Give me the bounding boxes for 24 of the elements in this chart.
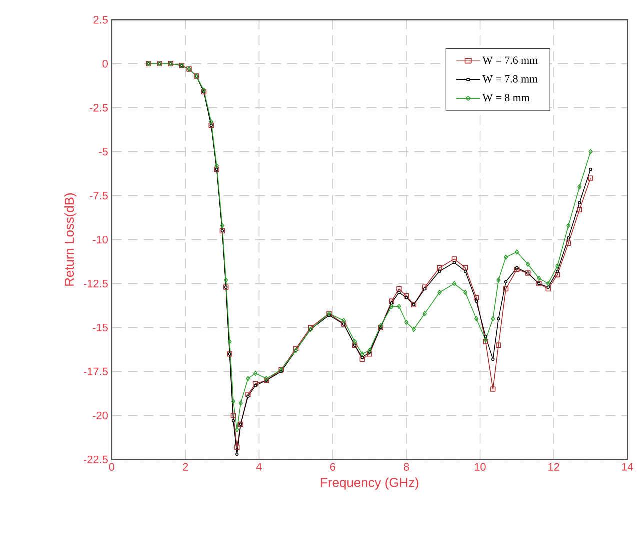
y-tick-label: 2.5 [94,16,108,24]
y-tick-label: -22.5 [84,456,108,464]
x-tick-label: 6 [330,463,336,472]
x-tick-label: 2 [183,463,188,472]
legend-label: W = 7.8 mm [482,76,538,84]
y-tick-label: -7.5 [90,192,108,200]
y-tick-label: -17.5 [84,368,108,376]
y-tick-label: -15 [93,324,108,332]
x-tick-label: 14 [622,463,634,471]
y-tick-label: -5 [99,148,108,156]
y-tick-label: -10 [93,236,108,244]
legend-label: W = 8 mm [482,94,530,102]
x-tick-label: 12 [548,463,560,472]
x-tick-label: 10 [475,463,486,472]
y-tick-label: 0 [102,60,108,68]
y-tick-label: -2.5 [90,104,108,112]
x-axis-title: Frequency (GHz) [321,478,419,490]
x-tick-label: 4 [256,463,262,471]
y-tick-label: -12.5 [84,280,108,288]
x-tick-label: 0 [109,463,115,472]
legend-label: W = 7.6 mm [482,56,538,64]
y-tick-label: -20 [93,412,108,420]
y-axis-title: Return Loss(dB) [64,194,77,286]
x-tick-label: 8 [404,463,410,472]
